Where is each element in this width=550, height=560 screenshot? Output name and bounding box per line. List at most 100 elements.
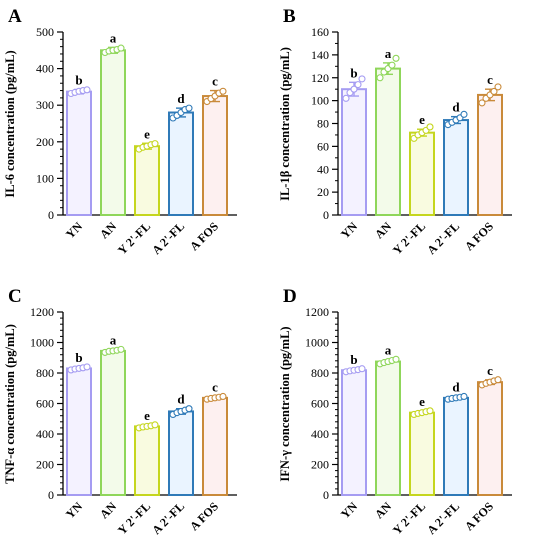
data-point-c-2 [151,421,159,429]
x-category-label-c-1: AN [97,499,119,521]
x-category-label-a-1: AN [97,219,119,241]
data-point-d-1 [392,355,400,363]
significance-letter-a-1: a [110,30,117,45]
bar-a-0 [66,90,92,216]
y-axis-label-c: TNF-α concentration (pg/mL) [3,324,17,484]
x-category-label-a-3: A 2'-FL [149,219,187,257]
significance-letter-c-0: b [75,350,82,365]
x-category-label-d-0: YN [338,499,360,521]
x-category-label-c-0: YN [63,499,85,521]
y-tick-label-a: 300 [36,98,54,112]
y-tick-label-b: 80 [317,117,329,131]
y-tick-label-a: 500 [36,25,54,39]
data-point-b-1 [392,54,400,62]
data-point-b-1 [388,61,396,69]
y-tick-label-b: 120 [311,71,329,85]
data-point-b-4 [494,83,502,91]
x-category-label-c-3: A 2'-FL [149,499,187,537]
significance-letter-c-2: e [144,408,150,423]
bar-b-2 [409,131,435,216]
bar-a-3 [168,111,194,216]
data-point-a-3 [185,104,193,112]
y-tick-label-c: 600 [36,397,54,411]
bar-c-0 [66,367,92,496]
y-tick-label-c: 1200 [30,305,54,319]
chart-a-svg: A IL-6 concentration (pg/mL) 0 100 200 300 4… [3,6,237,257]
bar-b-3 [443,119,469,216]
bar-a-2 [134,145,160,216]
significance-letter-d-2: e [419,394,425,409]
data-point-a-0 [83,86,91,94]
panel-letter-c: C [8,286,22,307]
y-axis-label-b: IL-1β concentration (pg/mL) [278,47,292,201]
data-point-b-2 [426,123,434,131]
y-tick-label-d: 400 [311,427,329,441]
y-tick-label-a: 100 [36,171,54,185]
bar-d-1 [375,360,401,496]
y-tick-label-d: 600 [311,397,329,411]
data-point-d-2 [426,407,434,415]
y-axis-label-a: IL-6 concentration (pg/mL) [3,50,17,197]
x-category-label-a-0: YN [63,219,85,241]
bar-a-1 [100,49,126,216]
x-category-label-c-2: Y 2'-FL [115,499,153,537]
x-category-label-c-4: A FOS [187,499,221,533]
y-tick-label-b: 100 [311,94,329,108]
data-point-d-4 [494,376,502,384]
significance-letter-d-1: a [385,343,392,358]
data-point-b-1 [376,74,384,82]
chart-panel-b: B IL-1β concentration (pg/mL) 0 20 40 60 80 1… [275,0,550,280]
y-tick-label-d: 1000 [305,336,329,350]
bar-b-0 [341,88,367,216]
y-tick-label-c: 200 [36,458,54,472]
data-point-b-0 [358,75,366,83]
x-category-label-b-0: YN [338,219,360,241]
plot-area-a: 0 100 200 300 400 500 b YN a AN e Y 2'-FL d A 2'-FL c A… [36,25,237,257]
significance-letter-c-4: c [212,380,218,395]
significance-letter-a-2: e [144,126,150,141]
data-point-c-0 [83,363,91,371]
y-tick-label-b: 60 [317,139,329,153]
chart-panel-a: A IL-6 concentration (pg/mL) 0 100 200 300 4… [0,0,275,280]
significance-letter-a-4: c [212,74,218,89]
significance-letter-a-0: b [75,72,82,87]
bar-d-3 [443,396,469,496]
x-category-label-d-1: AN [372,499,394,521]
plot-area-b: 0 20 40 60 80 100 120 140 160 b YN a AN e Y 2'-FL d A 2'… [311,25,512,257]
data-point-c-4 [219,392,227,401]
data-point-b-0 [354,81,362,89]
y-tick-label-b: 160 [311,25,329,39]
significance-letter-b-0: b [350,65,357,80]
data-point-a-4 [219,87,227,95]
x-category-label-b-2: Y 2'-FL [390,219,428,257]
data-point-a-2 [151,140,159,148]
x-category-label-a-2: Y 2'-FL [115,219,153,257]
data-point-a-1 [117,44,125,52]
bar-d-2 [409,411,435,496]
chart-b-svg: B IL-1β concentration (pg/mL) 0 20 40 60 80 1… [278,6,512,257]
significance-letter-a-3: d [177,91,185,106]
bar-c-1 [100,349,126,496]
y-tick-label-b: 20 [317,185,329,199]
panel-letter-b: B [283,6,296,27]
chart-panel-d: D IFN-γ concentration (pg/mL) 0 200 400 600… [275,280,550,560]
x-category-label-d-2: Y 2'-FL [390,499,428,537]
y-tick-label-d: 0 [323,488,329,502]
significance-letter-b-4: c [487,72,493,87]
y-tick-label-a: 200 [36,135,54,149]
bar-d-0 [341,369,367,496]
y-axis-label-d: IFN-γ concentration (pg/mL) [278,326,292,481]
plot-area-c: 0 200 400 600 800 1000 1200 b YN a AN e Y 2'-FL d A 2'… [30,305,237,537]
bar-c-4 [202,396,228,496]
bar-b-4 [477,93,503,216]
y-tick-label-d: 1200 [305,305,329,319]
y-tick-label-a: 400 [36,62,54,76]
y-tick-label-b: 0 [323,208,329,222]
significance-letter-d-0: b [350,352,357,367]
panel-letter-d: D [283,286,297,307]
significance-letter-d-4: c [487,363,493,378]
x-category-label-a-4: A FOS [187,219,221,253]
significance-letter-c-3: d [177,392,185,407]
data-point-d-0 [358,365,366,373]
bar-b-1 [375,67,401,216]
